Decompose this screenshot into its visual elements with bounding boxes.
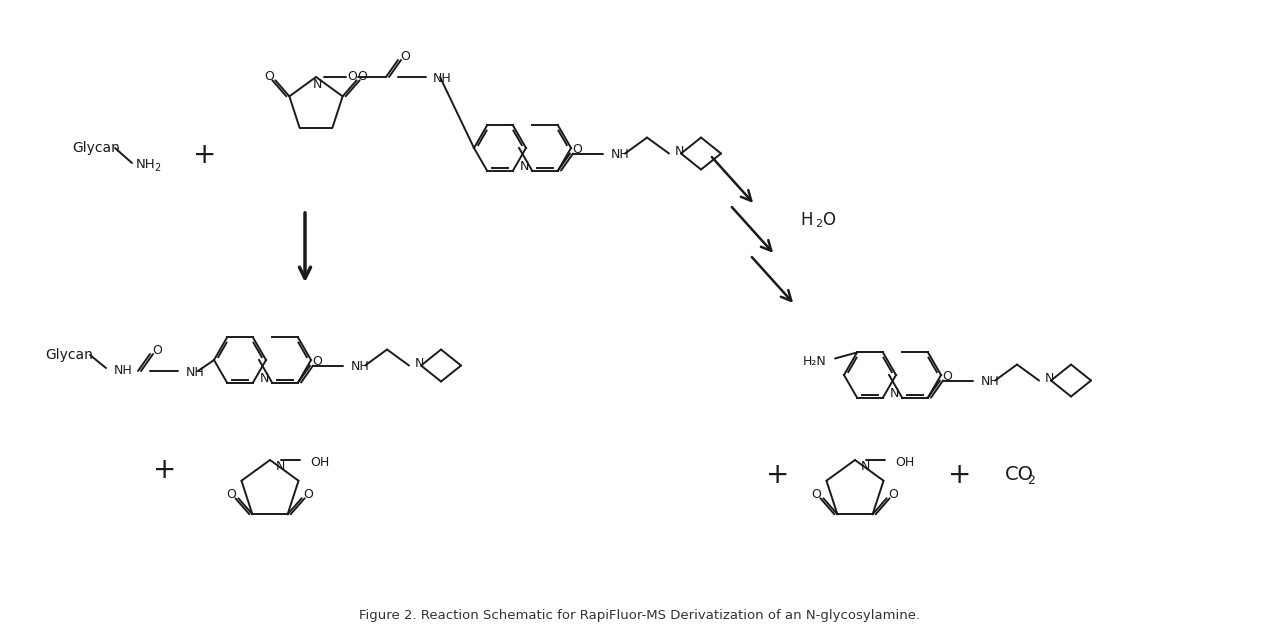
Text: NH: NH: [186, 365, 205, 379]
Text: NH: NH: [433, 72, 452, 84]
Text: N: N: [415, 357, 425, 370]
Text: O: O: [303, 487, 314, 501]
Text: H: H: [800, 211, 813, 229]
Text: N: N: [1044, 372, 1055, 385]
Text: 2: 2: [1027, 474, 1034, 486]
Text: +: +: [193, 141, 216, 169]
Text: 2: 2: [154, 163, 160, 173]
Text: N: N: [312, 77, 321, 91]
Text: O: O: [152, 343, 163, 357]
Text: O: O: [401, 50, 410, 62]
Text: O: O: [227, 487, 237, 501]
Text: N: N: [520, 160, 529, 173]
Text: O: O: [572, 143, 582, 156]
Text: O: O: [347, 70, 357, 84]
Text: O: O: [942, 370, 952, 383]
Text: O: O: [822, 211, 835, 229]
Text: N: N: [861, 460, 870, 474]
Text: +: +: [948, 461, 972, 489]
Text: +: +: [767, 461, 790, 489]
Text: +: +: [154, 456, 177, 484]
Text: OH: OH: [310, 455, 329, 469]
Text: H₂N: H₂N: [804, 355, 827, 368]
Text: O: O: [265, 70, 274, 83]
Text: O: O: [888, 487, 899, 501]
Text: NH: NH: [980, 375, 1000, 388]
Text: N: N: [675, 145, 685, 158]
Text: CO: CO: [1005, 465, 1034, 484]
Text: Figure 2. Reaction Schematic for RapiFluor-MS Derivatization of an N-glycosylami: Figure 2. Reaction Schematic for RapiFlu…: [360, 608, 920, 621]
Text: NH: NH: [611, 148, 630, 161]
Text: NH: NH: [114, 364, 133, 377]
Text: O: O: [312, 355, 323, 368]
Text: O: O: [357, 70, 367, 83]
Text: N: N: [890, 387, 899, 400]
Text: 2: 2: [815, 219, 822, 229]
Text: N: N: [260, 372, 269, 385]
Text: NH: NH: [351, 360, 370, 373]
Text: NH: NH: [136, 159, 156, 172]
Text: N: N: [276, 460, 285, 474]
Text: O: O: [812, 487, 822, 501]
Text: OH: OH: [895, 455, 914, 469]
Text: Glycan: Glycan: [72, 141, 120, 155]
Text: Glycan: Glycan: [45, 348, 93, 362]
